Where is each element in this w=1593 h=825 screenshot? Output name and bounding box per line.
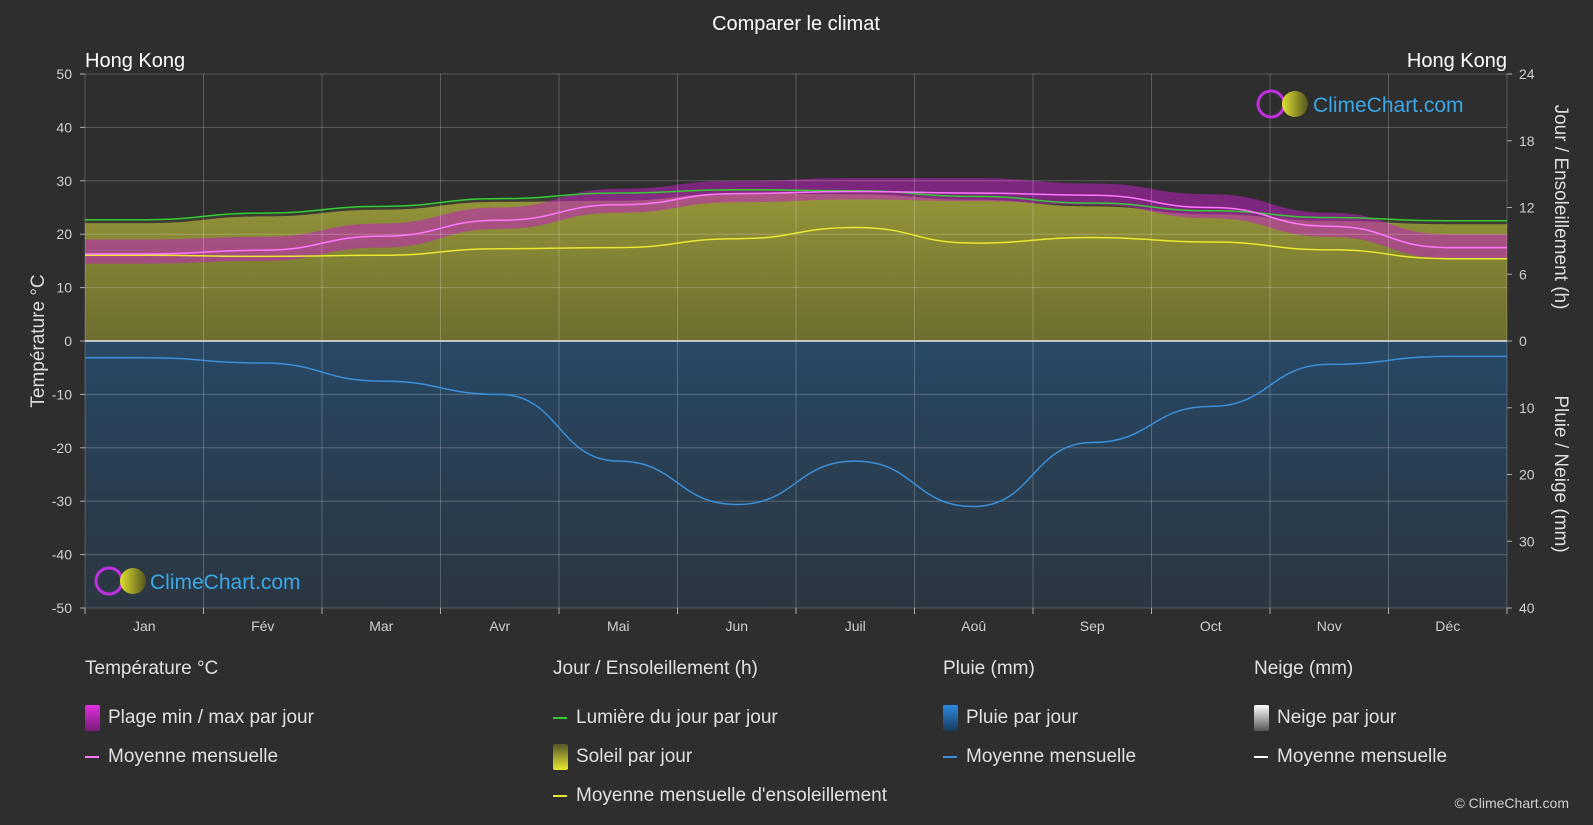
legend-heading: Jour / Ensoleillement (h) [553,658,758,679]
brand-logo-top: ClimeChart.com [1256,89,1464,119]
city-right-label: Hong Kong [1407,50,1507,72]
logo-sun-icon [1282,91,1308,117]
snow-swatch-icon [1254,704,1269,731]
temperature-mean-line [85,190,1507,255]
legend-group-daylight: Jour / Ensoleillement (h) Lumière du jou… [553,658,887,815]
line-swatch-icon [1254,755,1268,758]
month-label: Nov [1317,618,1342,634]
left-tick-label: 10 [56,280,72,296]
left-tick-label: -50 [52,600,72,616]
legend-heading: Neige (mm) [1254,658,1354,679]
month-axis-ticks: Jan Fév Mar Avr Mai Jun Juil Aoû Sep Oct Nov Déc [84,608,1508,634]
month-label: Mar [369,618,393,634]
grid-lines [84,73,1508,609]
legend-item: Neige par jour [1254,698,1447,737]
left-tick-label: 20 [56,226,72,242]
left-tick-label: 40 [56,119,72,135]
month-label: Oct [1200,618,1222,634]
legend-label: Moyenne mensuelle d'ensoleillement [576,784,887,806]
legend-item: Pluie par jour [943,698,1136,737]
legend-item: Lumière du jour par jour [553,698,887,737]
legend-label: Moyenne mensuelle [108,745,279,767]
month-label: Avr [489,618,510,634]
legend-label: Moyenne mensuelle [1277,745,1448,767]
right-bottom-tick-label: 40 [1519,600,1535,616]
left-tick-label: -30 [52,493,72,509]
month-label: Mai [607,618,630,634]
month-label: Jan [133,618,156,634]
legend-label: Plage min / max par jour [108,706,314,728]
legend-label: Moyenne mensuelle [966,745,1137,767]
range-swatch-icon [85,704,100,731]
legend-group-rain: Pluie (mm) Pluie par jour Moyenne mensue… [943,658,1136,776]
brand-text-top: ClimeChart.com [1313,94,1464,117]
right-axis-ticks: 24 18 12 6 0 10 20 30 40 [1507,66,1535,616]
copyright-text: © ClimeChart.com [1454,795,1569,811]
right-axis-bottom-title: Pluie / Neige (mm) [1550,395,1571,552]
line-swatch-icon [553,716,567,719]
left-tick-label: 0 [64,333,72,349]
legend-item: Plage min / max par jour [85,698,314,737]
temperature-band [85,178,1507,264]
sun-swatch-icon [553,743,568,770]
legend-item: Moyenne mensuelle [1254,737,1447,776]
left-tick-label: 50 [56,66,72,82]
legend-item: Moyenne mensuelle d'ensoleillement [553,776,887,815]
city-left-label: Hong Kong [85,50,185,72]
legend-item: Moyenne mensuelle [943,737,1136,776]
left-tick-label: -10 [52,386,72,402]
right-top-tick-label: 12 [1519,200,1535,216]
left-axis-ticks: 50 40 30 20 10 0 -10 -20 -30 -40 -50 [52,66,85,616]
brand-text-bottom: ClimeChart.com [150,571,301,594]
left-axis-title: Température °C [28,274,49,407]
temperature-range-band [85,178,1507,264]
plot-area [84,73,1508,609]
month-label: Déc [1435,618,1460,634]
legend-label: Lumière du jour par jour [576,706,778,728]
legend-heading: Température °C [85,658,219,679]
month-label: Jun [725,618,748,634]
legend-label: Neige par jour [1277,706,1397,728]
right-top-tick-label: 0 [1519,333,1527,349]
month-label: Aoû [961,618,986,634]
legend-label: Pluie par jour [966,706,1078,728]
legend-label: Soleil par jour [576,745,693,767]
rain-mean-line [85,355,1507,508]
daylight-line [85,188,1507,222]
month-label: Sep [1080,618,1105,634]
climate-chart: Comparer le climat Hong Kong Hong Kong 5… [28,13,1571,634]
right-bottom-tick-label: 10 [1519,400,1535,416]
left-tick-label: 30 [56,173,72,189]
legend: Température °C Plage min / max par jour … [0,658,1593,825]
right-bottom-tick-label: 20 [1519,467,1535,483]
legend-heading: Pluie (mm) [943,658,1035,679]
brand-logo-bottom: ClimeChart.com [94,566,301,596]
right-top-tick-label: 24 [1519,66,1535,82]
right-top-tick-label: 6 [1519,266,1527,282]
chart-title: Comparer le climat [712,13,880,35]
sunshine-mean-line [84,226,1507,260]
legend-item: Moyenne mensuelle [85,737,314,776]
left-tick-label: -20 [52,440,72,456]
logo-sun-icon [120,568,146,594]
legend-group-temperature: Température °C Plage min / max par jour … [85,658,314,776]
right-axis-top-title: Jour / Ensoleillement (h) [1550,105,1571,310]
month-label: Juil [845,618,866,634]
right-bottom-tick-label: 30 [1519,533,1535,549]
line-swatch-icon [553,794,567,797]
line-swatch-icon [943,755,957,758]
legend-group-snow: Neige (mm) Neige par jour Moyenne mensue… [1254,658,1447,776]
left-tick-label: -40 [52,547,72,563]
right-top-tick-label: 18 [1519,133,1535,149]
month-label: Fév [251,618,274,634]
rain-swatch-icon [943,704,958,731]
legend-item: Soleil par jour [553,737,887,776]
line-swatch-icon [85,755,99,758]
